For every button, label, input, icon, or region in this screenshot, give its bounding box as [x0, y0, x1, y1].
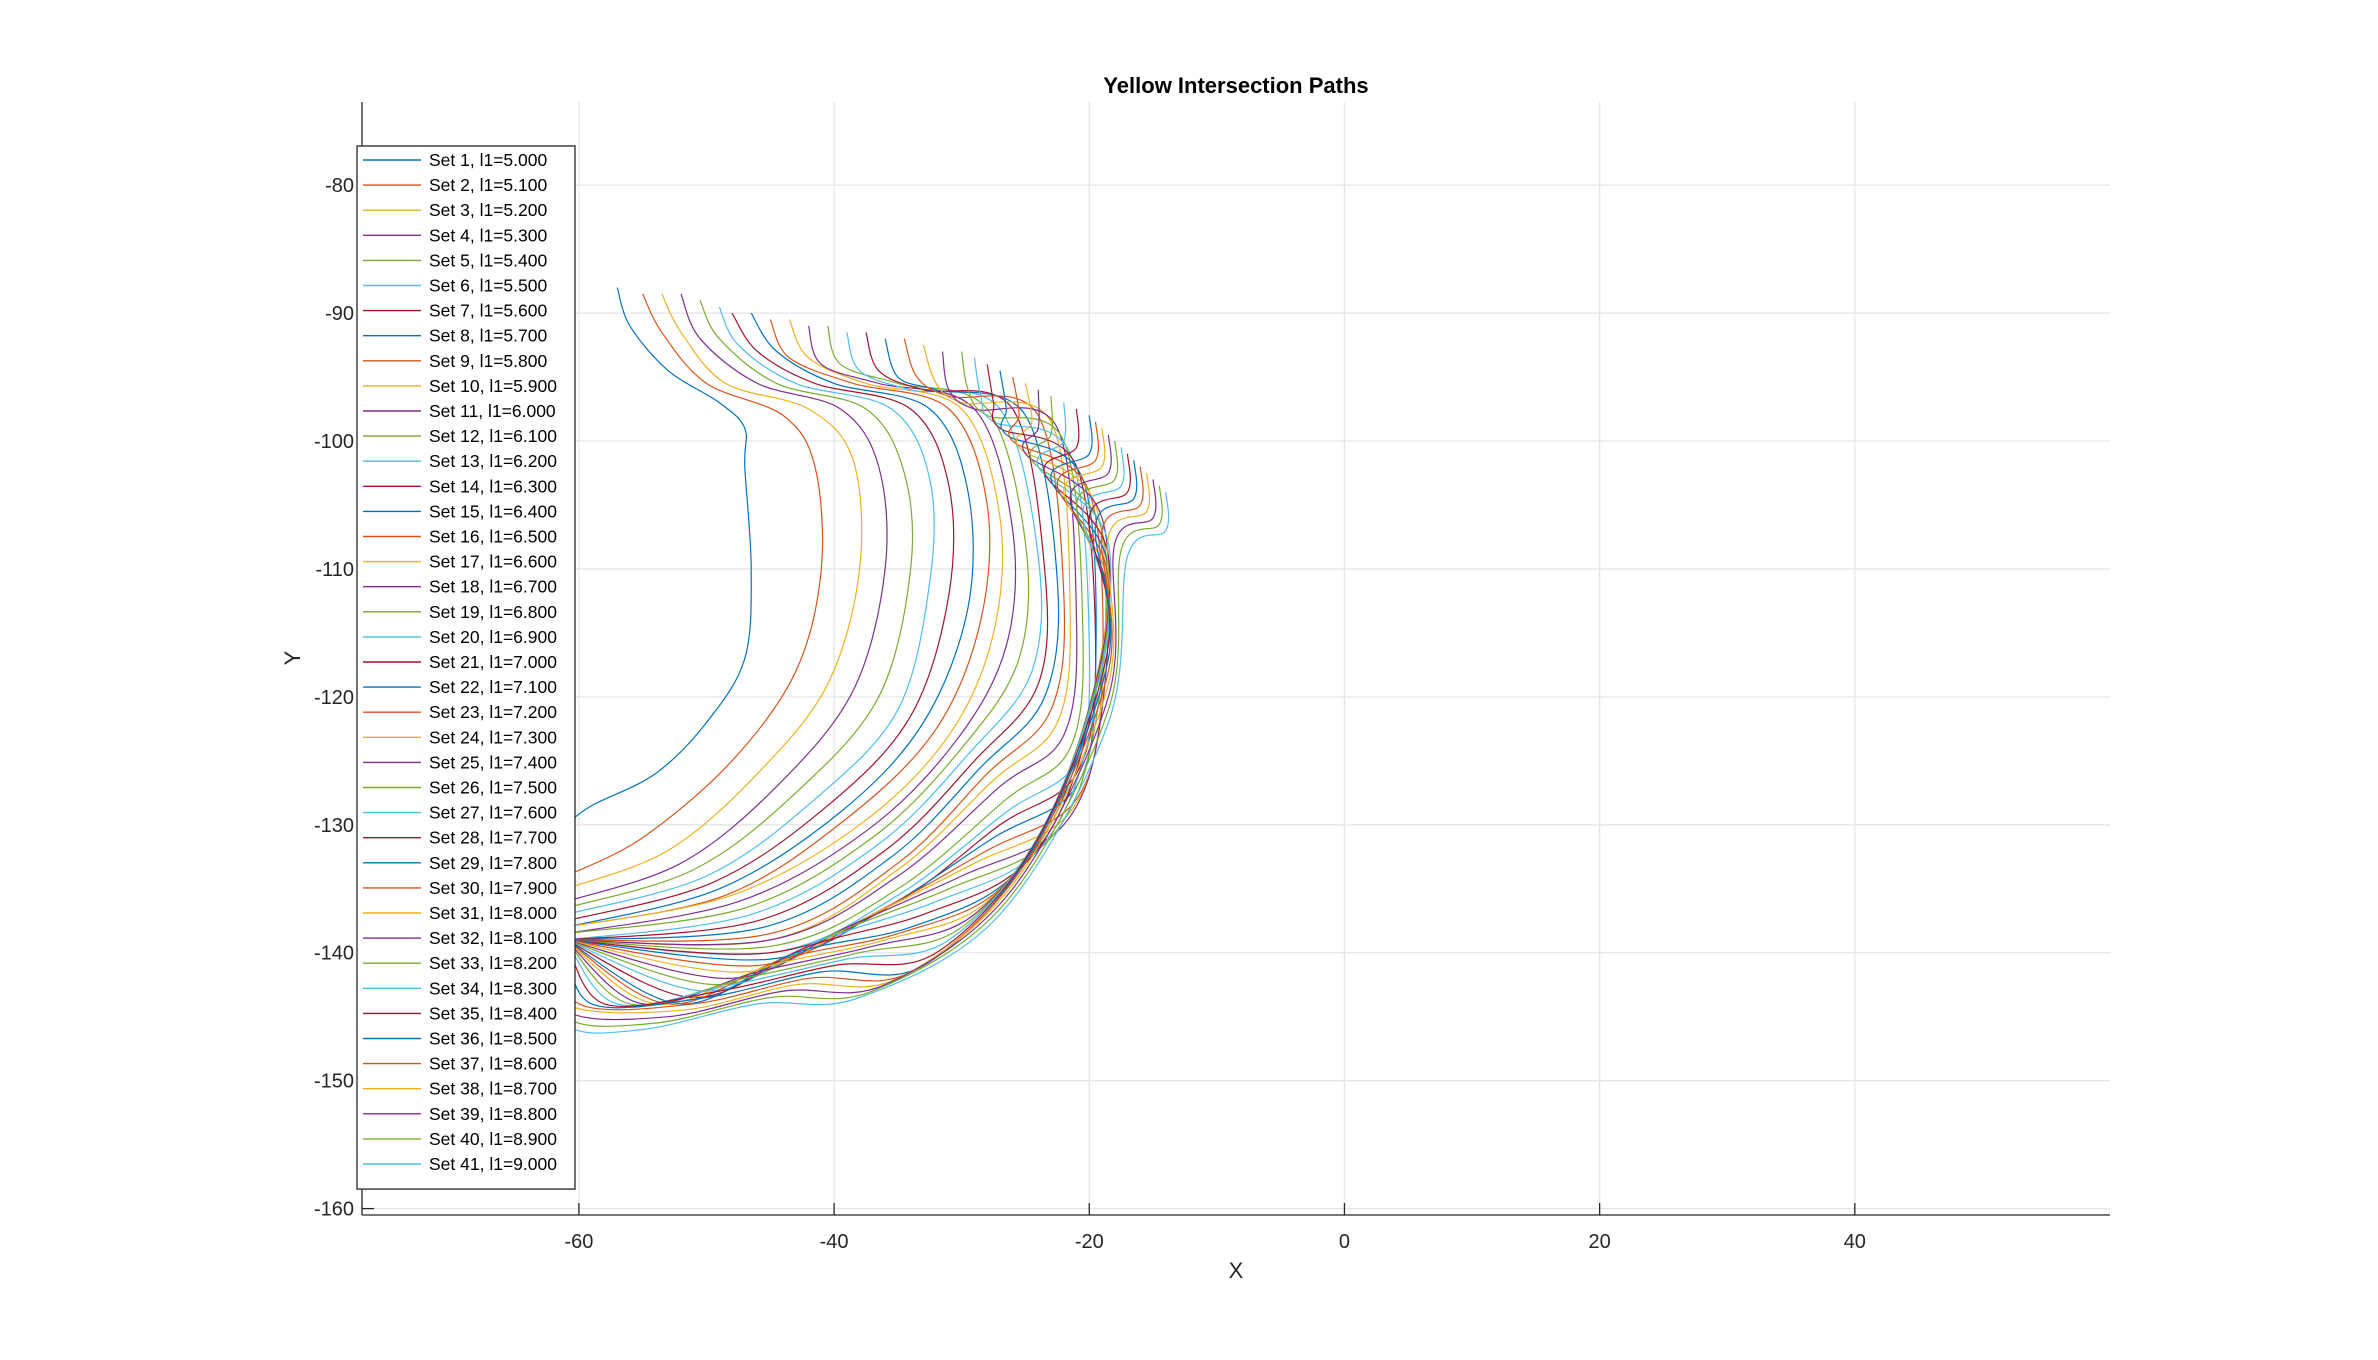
- legend-label-12: Set 12, l1=6.100: [429, 426, 557, 446]
- legend-label-3: Set 3, l1=5.200: [429, 200, 547, 220]
- legend-label-4: Set 4, l1=5.300: [429, 225, 547, 245]
- series-line-16: [566, 338, 1066, 942]
- series-line-9: [565, 319, 991, 928]
- x-tick-label-5: 40: [1844, 1231, 1866, 1253]
- legend-label-1: Set 1, l1=5.000: [429, 150, 547, 170]
- legend-label-11: Set 11, l1=6.000: [429, 401, 556, 421]
- y-tick-label-7: -150: [314, 1071, 354, 1093]
- legend-label-30: Set 30, l1=7.900: [429, 878, 557, 898]
- plot-area: [362, 102, 2110, 1215]
- y-tick-label-2: -100: [314, 431, 354, 453]
- legend-label-14: Set 14, l1=6.300: [429, 476, 557, 496]
- y-tick-label-6: -140: [314, 943, 354, 965]
- x-tick-label-2: -20: [1075, 1231, 1104, 1253]
- legend-label-20: Set 20, l1=6.900: [429, 627, 557, 647]
- legend-label-26: Set 26, l1=7.500: [429, 778, 557, 798]
- legend-label-27: Set 27, l1=7.600: [429, 803, 557, 823]
- legend-label-33: Set 33, l1=8.200: [429, 953, 557, 973]
- legend-label-18: Set 18, l1=6.700: [429, 577, 557, 597]
- legend-label-23: Set 23, l1=7.200: [429, 702, 557, 722]
- ticks: -60 -40 -20 0 20 40 -80 -90 -100 -110 -120 -130 -140…: [314, 175, 1866, 1253]
- y-tick-label-1: -90: [325, 303, 354, 325]
- series-line-12: [566, 325, 1030, 935]
- legend-label-40: Set 40, l1=8.900: [429, 1129, 557, 1149]
- legend-label-37: Set 37, l1=8.600: [429, 1054, 557, 1074]
- legend-label-6: Set 6, l1=5.500: [429, 276, 547, 296]
- legend-label-35: Set 35, l1=8.400: [429, 1003, 557, 1023]
- x-axis-label: X: [1229, 1258, 1244, 1283]
- chart-title: Yellow Intersection Paths: [1103, 73, 1368, 98]
- legend-label-7: Set 7, l1=5.600: [429, 301, 547, 321]
- legend-label-8: Set 8, l1=5.700: [429, 326, 547, 346]
- legend-label-16: Set 16, l1=6.500: [429, 527, 557, 547]
- series-line-3: [565, 293, 863, 890]
- series-line-37: [564, 466, 1144, 1011]
- series-line-4: [565, 293, 888, 903]
- series-line-19: [566, 351, 1084, 950]
- series-line-40: [558, 485, 1163, 1027]
- series-line-34: [565, 447, 1125, 1007]
- legend-label-31: Set 31, l1=8.000: [429, 903, 557, 923]
- legend-label-9: Set 9, l1=5.800: [429, 351, 547, 371]
- legend-label-13: Set 13, l1=6.200: [429, 451, 557, 471]
- legend-label-39: Set 39, l1=8.800: [429, 1104, 557, 1124]
- legend-label-10: Set 10, l1=5.900: [429, 376, 557, 396]
- series-line-41: [559, 492, 1170, 1034]
- series-line-13: [566, 332, 1043, 941]
- legend-label-25: Set 25, l1=7.400: [429, 752, 557, 772]
- series-line-14: [566, 332, 1049, 941]
- series-line-17: [566, 344, 1072, 946]
- series-lines: [557, 287, 1170, 1034]
- series-line-6: [565, 306, 935, 915]
- legend-box: [356, 145, 576, 1190]
- series-line-18: [566, 351, 1078, 946]
- legend-label-19: Set 19, l1=6.800: [429, 602, 557, 622]
- series-line-5: [565, 300, 914, 909]
- series-line-7: [565, 312, 955, 922]
- y-tick-label-4: -120: [314, 687, 354, 709]
- legend-label-29: Set 29, l1=7.800: [429, 853, 557, 873]
- x-tick-label-3: 0: [1339, 1231, 1350, 1253]
- series-line-8: [565, 312, 974, 928]
- legend-label-34: Set 34, l1=8.300: [429, 978, 557, 998]
- legend-label-28: Set 28, l1=7.700: [429, 828, 557, 848]
- x-tick-label-1: -40: [820, 1231, 849, 1253]
- series-line-15: [566, 338, 1060, 941]
- legend-label-24: Set 24, l1=7.300: [429, 727, 557, 747]
- legend-label-41: Set 41, l1=9.000: [429, 1154, 557, 1174]
- legend-label-32: Set 32, l1=8.100: [429, 928, 557, 948]
- grid: [362, 102, 2110, 1215]
- series-line-38: [557, 472, 1151, 1014]
- x-tick-label-4: 20: [1589, 1231, 1611, 1253]
- series-line-2: [565, 293, 824, 877]
- y-axis-label: Y: [280, 650, 305, 665]
- y-tick-label-5: -130: [314, 815, 354, 837]
- legend-label-5: Set 5, l1=5.400: [429, 250, 547, 270]
- y-tick-label-3: -110: [315, 559, 354, 581]
- y-tick-label-0: -80: [325, 175, 354, 197]
- legend: Set 1, l1=5.000 Set 2, l1=5.100 Set 3, l1=…: [356, 145, 576, 1190]
- legend-label-21: Set 21, l1=7.000: [429, 652, 557, 672]
- y-tick-label-8: -160: [314, 1199, 354, 1221]
- legend-label-2: Set 2, l1=5.100: [429, 175, 547, 195]
- legend-label-36: Set 36, l1=8.500: [429, 1029, 557, 1049]
- legend-label-22: Set 22, l1=7.100: [429, 677, 557, 697]
- series-line-11: [565, 325, 1017, 935]
- legend-label-38: Set 38, l1=8.700: [429, 1079, 557, 1099]
- series-line-39: [558, 479, 1157, 1021]
- series-line-1: [565, 287, 752, 826]
- series-line-35: [565, 453, 1131, 1008]
- legend-label-15: Set 15, l1=6.400: [429, 501, 557, 521]
- series-line-10: [565, 319, 1004, 928]
- x-tick-label-0: -60: [564, 1231, 593, 1253]
- legend-label-17: Set 17, l1=6.600: [429, 552, 557, 572]
